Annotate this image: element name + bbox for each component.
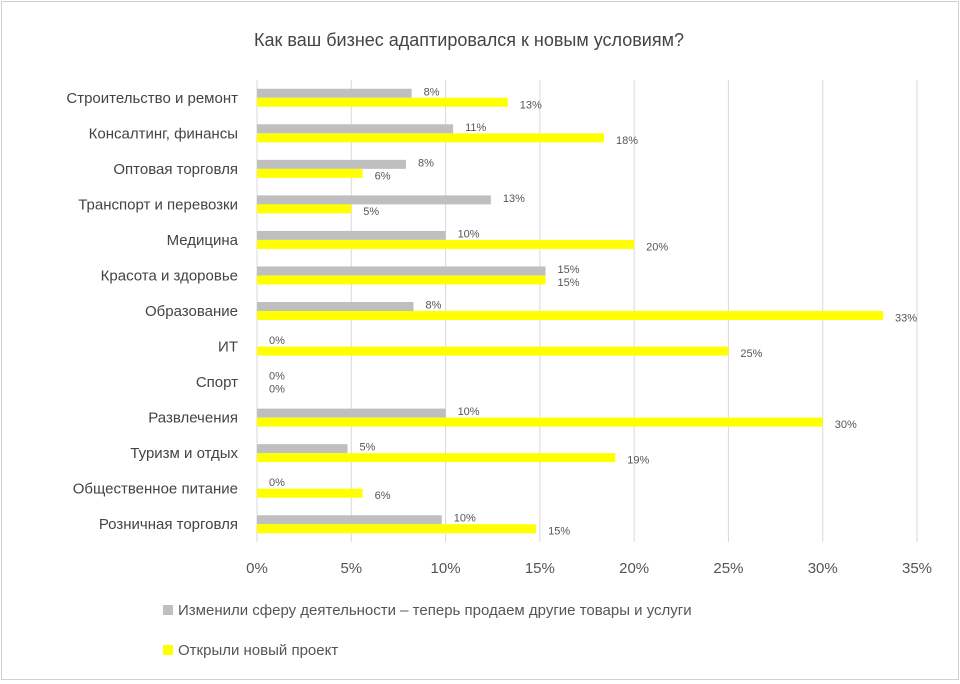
data-label: 6% bbox=[375, 170, 391, 182]
x-tick-label: 15% bbox=[525, 560, 555, 577]
x-tick-label: 30% bbox=[808, 560, 838, 577]
x-tick-label: 20% bbox=[619, 560, 649, 577]
data-label: 30% bbox=[835, 419, 857, 431]
data-label: 6% bbox=[375, 490, 391, 502]
category-label: ИТ bbox=[218, 339, 238, 356]
legend-label: Открыли новый проект bbox=[178, 642, 338, 659]
data-label: 11% bbox=[465, 122, 486, 134]
bar-changed-field bbox=[257, 195, 491, 205]
data-label: 8% bbox=[426, 300, 442, 312]
category-label: Общественное питание bbox=[73, 481, 238, 498]
legend-swatch bbox=[163, 645, 173, 655]
bar-changed-field bbox=[257, 444, 348, 454]
bar-changed-field bbox=[257, 159, 406, 169]
bar-new-project bbox=[257, 168, 363, 178]
bar-new-project bbox=[257, 346, 729, 356]
bar-new-project bbox=[257, 488, 363, 498]
category-label: Розничная торговля bbox=[99, 516, 238, 533]
bar-new-project bbox=[257, 275, 546, 285]
bar-new-project bbox=[257, 133, 604, 143]
bar-changed-field bbox=[257, 266, 546, 276]
data-label: 15% bbox=[548, 526, 570, 538]
category-label: Транспорт и перевозки bbox=[78, 196, 238, 213]
x-tick-label: 10% bbox=[431, 560, 461, 577]
data-label: 20% bbox=[646, 241, 668, 253]
category-label: Развлечения bbox=[148, 410, 238, 427]
bar-changed-field bbox=[257, 408, 446, 418]
x-tick-label: 0% bbox=[246, 560, 268, 577]
bar-new-project bbox=[257, 204, 352, 214]
bar-changed-field bbox=[257, 230, 446, 240]
data-label: 13% bbox=[520, 99, 542, 111]
bar-new-project bbox=[257, 97, 508, 107]
data-label: 25% bbox=[740, 348, 762, 360]
data-label: 10% bbox=[458, 406, 480, 418]
data-label: 18% bbox=[616, 135, 638, 147]
bar-changed-field bbox=[257, 88, 412, 98]
bar-new-project bbox=[257, 453, 616, 463]
data-label: 0% bbox=[269, 371, 285, 383]
data-label: 15% bbox=[558, 277, 580, 289]
bar-new-project bbox=[257, 524, 537, 534]
x-tick-label: 5% bbox=[340, 560, 362, 577]
legend-label: Изменили сферу деятельности – теперь про… bbox=[178, 602, 692, 619]
data-label: 15% bbox=[558, 264, 580, 276]
data-label: 10% bbox=[458, 228, 480, 240]
data-label: 0% bbox=[269, 335, 285, 347]
bar-changed-field bbox=[257, 515, 442, 525]
data-label: 8% bbox=[424, 86, 440, 98]
category-label: Спорт bbox=[196, 374, 238, 391]
category-label: Оптовая торговля bbox=[113, 161, 238, 178]
data-label: 5% bbox=[363, 206, 379, 218]
legend-swatch bbox=[163, 605, 173, 615]
bar-changed-field bbox=[257, 124, 454, 134]
chart-title: Как ваш бизнес адаптировался к новым усл… bbox=[254, 30, 684, 50]
category-label: Строительство и ремонт bbox=[66, 90, 238, 107]
bar-new-project bbox=[257, 311, 884, 320]
data-label: 5% bbox=[360, 442, 376, 454]
data-label: 33% bbox=[895, 313, 917, 325]
category-label: Красота и здоровье bbox=[101, 267, 238, 284]
bar-changed-field bbox=[257, 302, 414, 311]
data-label: 0% bbox=[269, 477, 285, 489]
bar-new-project bbox=[257, 239, 635, 249]
data-label: 0% bbox=[269, 384, 285, 396]
category-label: Консалтинг, финансы bbox=[89, 125, 238, 142]
data-label: 13% bbox=[503, 193, 525, 205]
data-label: 19% bbox=[627, 455, 649, 467]
bar-new-project bbox=[257, 417, 823, 427]
x-tick-label: 35% bbox=[902, 560, 932, 577]
data-label: 8% bbox=[418, 157, 434, 169]
category-label: Туризм и отдых bbox=[130, 445, 238, 462]
data-label: 10% bbox=[454, 513, 476, 525]
category-label: Медицина bbox=[167, 232, 239, 249]
category-label: Образование bbox=[145, 303, 238, 320]
x-tick-label: 25% bbox=[713, 560, 743, 577]
